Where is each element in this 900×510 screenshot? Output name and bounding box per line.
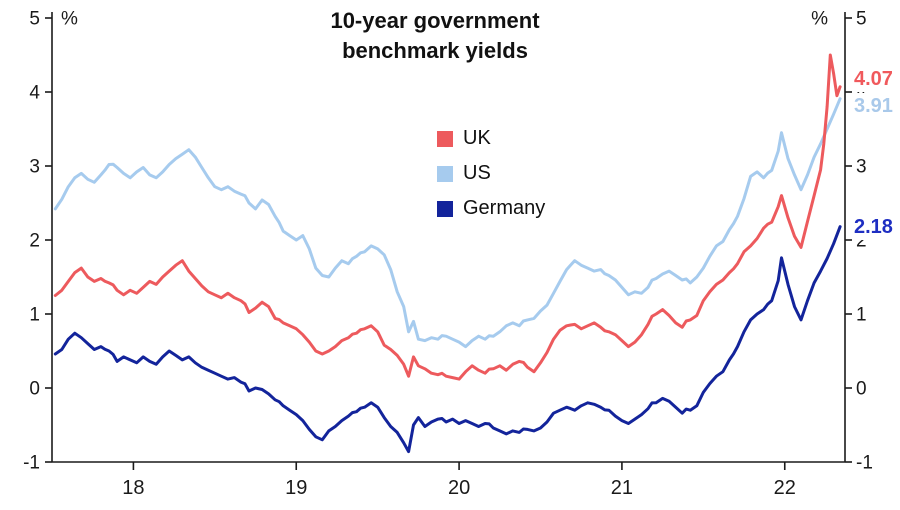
x-tick-label: 19 xyxy=(285,477,307,499)
right-unit-label: % xyxy=(811,9,828,30)
legend-item-uk: UK xyxy=(437,127,545,150)
y-tick-label-right: -1 xyxy=(856,453,873,474)
chart-title-line2: benchmark yields xyxy=(342,37,528,63)
y-tick-label-left: 5 xyxy=(29,9,40,30)
legend-swatch-uk xyxy=(437,130,453,147)
y-tick-label-right: 2 xyxy=(856,231,867,252)
uk-line xyxy=(53,53,842,381)
x-tick-label: 18 xyxy=(122,477,144,499)
x-tick-label: 21 xyxy=(611,477,633,499)
legend-item-us: US xyxy=(437,162,545,185)
end-value-uk: 4.07 xyxy=(852,66,895,93)
y-tick-label-left: 3 xyxy=(29,157,40,178)
end-value-germany: 2.18 xyxy=(852,213,895,240)
chart-title: 10-year government benchmark yields xyxy=(185,6,685,65)
chart-title-line1: 10-year government xyxy=(330,8,540,33)
us-line xyxy=(53,97,842,349)
legend: UK US Germany xyxy=(437,127,545,232)
y-tick-label-left: 1 xyxy=(29,305,40,326)
germany-line xyxy=(53,225,842,454)
left-unit-label: % xyxy=(61,9,78,30)
legend-label: US xyxy=(463,162,491,184)
y-tick-label-left: 4 xyxy=(29,83,40,104)
y-tick-label-right: 3 xyxy=(856,157,867,178)
y-tick-label-right: 4 xyxy=(856,83,867,104)
end-value-us: 3.91 xyxy=(852,93,895,120)
y-tick-label-right: 5 xyxy=(856,9,867,30)
legend-label: UK xyxy=(463,127,491,149)
y-tick-label-right: 1 xyxy=(856,305,867,326)
legend-swatch-us xyxy=(437,165,453,182)
y-tick-label-left: -1 xyxy=(23,453,40,474)
y-tick-label-right: 0 xyxy=(856,379,867,400)
legend-item-germany: Germany xyxy=(437,197,545,220)
x-tick-label: 20 xyxy=(448,477,470,499)
y-tick-label-left: 2 xyxy=(29,231,40,252)
legend-label: Germany xyxy=(463,197,546,219)
y-tick-label-left: 0 xyxy=(29,379,40,400)
legend-swatch-germany xyxy=(437,200,453,217)
x-tick-label: 22 xyxy=(774,477,796,499)
